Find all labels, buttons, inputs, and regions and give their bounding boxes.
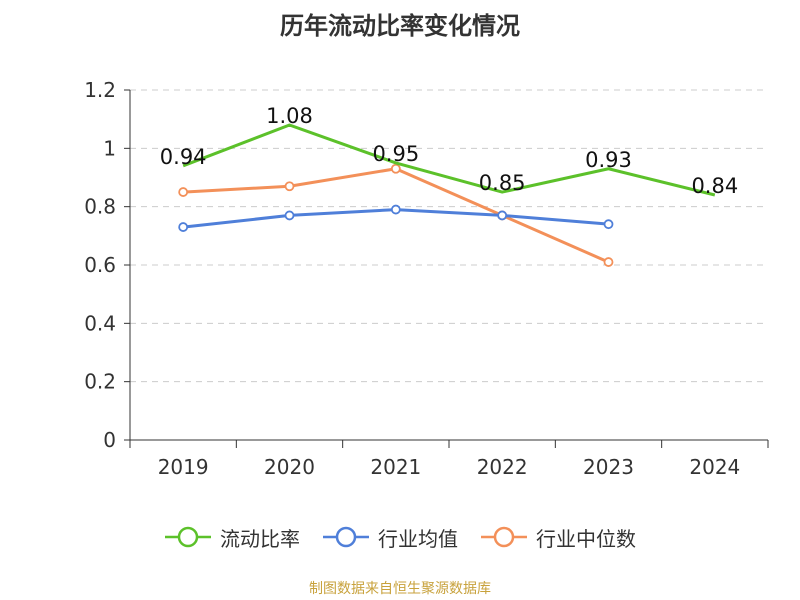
y-tick-label: 0.6 — [84, 253, 116, 277]
y-tick-label: 1 — [103, 136, 116, 160]
y-tick-label: 1.2 — [84, 78, 116, 102]
source-note: 制图数据来自恒生聚源数据库 — [309, 581, 491, 597]
legend-item[interactable]: 行业中位数 — [480, 523, 636, 552]
legend-symbol — [481, 526, 527, 548]
y-tick-label: 0.2 — [84, 370, 116, 394]
legend-label: 流动比率 — [220, 526, 300, 551]
data-point — [390, 163, 401, 174]
data-point — [497, 210, 508, 221]
x-tick-label: 2019 — [158, 455, 209, 479]
legend-label: 行业中位数 — [536, 526, 636, 551]
legend-label: 行业均值 — [378, 526, 458, 551]
x-tick-label: 2024 — [689, 455, 740, 479]
y-tick-label: 0 — [103, 428, 116, 452]
y-tick-label: 0.8 — [84, 195, 116, 219]
x-tick-label: 2023 — [583, 455, 634, 479]
data-point — [284, 210, 295, 221]
data-label: 0.95 — [372, 142, 419, 166]
legend-item[interactable]: 行业均值 — [322, 523, 458, 552]
y-tick-label: 0.4 — [84, 311, 116, 335]
x-tick-label: 2022 — [477, 455, 528, 479]
data-point — [178, 222, 189, 232]
series-line — [182, 123, 716, 197]
data-point — [603, 257, 614, 267]
legend-symbol — [323, 526, 369, 548]
legend-item[interactable]: 流动比率 — [164, 523, 300, 552]
x-tick-label: 2020 — [264, 455, 315, 479]
data-point — [603, 219, 614, 230]
data-label: 0.93 — [585, 148, 632, 172]
data-label: 0.85 — [479, 171, 526, 195]
legend-symbol — [165, 526, 211, 548]
data-point — [178, 187, 189, 197]
legend: 流动比率 行业均值 行业中位数 — [0, 520, 800, 554]
x-tick-label: 2021 — [370, 455, 421, 479]
chart-title: 历年流动比率变化情况 — [280, 12, 520, 40]
data-point — [284, 181, 295, 192]
data-point — [390, 204, 401, 215]
data-label: 1.08 — [266, 104, 313, 128]
data-label: 0.94 — [160, 145, 207, 169]
data-label: 0.84 — [691, 174, 738, 198]
